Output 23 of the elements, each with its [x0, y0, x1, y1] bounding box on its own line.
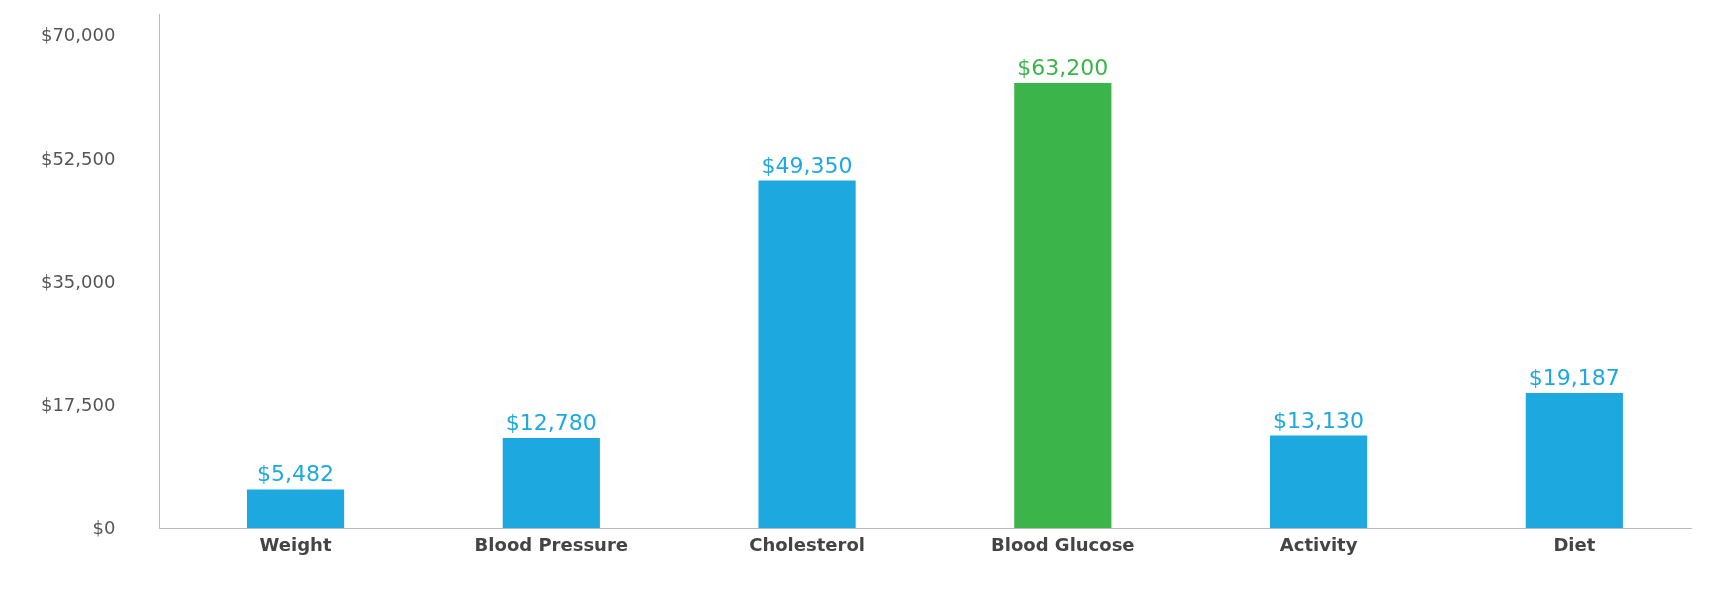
- data-label: $13,130: [1273, 407, 1365, 433]
- x-tick-label: Blood Glucose: [991, 533, 1135, 555]
- data-label: $63,200: [1017, 55, 1109, 80]
- y-tick-label: $70,000: [40, 24, 116, 46]
- bar: [1270, 435, 1368, 528]
- data-label: $12,780: [505, 410, 597, 436]
- bar: [502, 438, 600, 528]
- y-tick-label: $17,500: [40, 394, 116, 416]
- bar: [1014, 83, 1112, 528]
- y-tick-label: $52,500: [40, 147, 116, 169]
- x-tick-label: Blood Pressure: [474, 533, 629, 555]
- x-tick-label: Activity: [1279, 533, 1358, 555]
- x-tick-label: Cholesterol: [749, 533, 865, 555]
- y-tick-label: $35,000: [40, 270, 116, 292]
- bar: [758, 180, 856, 528]
- x-tick-label: Weight: [259, 533, 332, 555]
- data-label: $5,482: [257, 461, 335, 487]
- data-label: $19,187: [1528, 364, 1620, 390]
- x-tick-label: Diet: [1553, 533, 1596, 555]
- data-label: $49,350: [761, 152, 853, 178]
- y-tick-label: $0: [92, 517, 116, 539]
- bar: [246, 489, 345, 528]
- bar: [1525, 392, 1623, 528]
